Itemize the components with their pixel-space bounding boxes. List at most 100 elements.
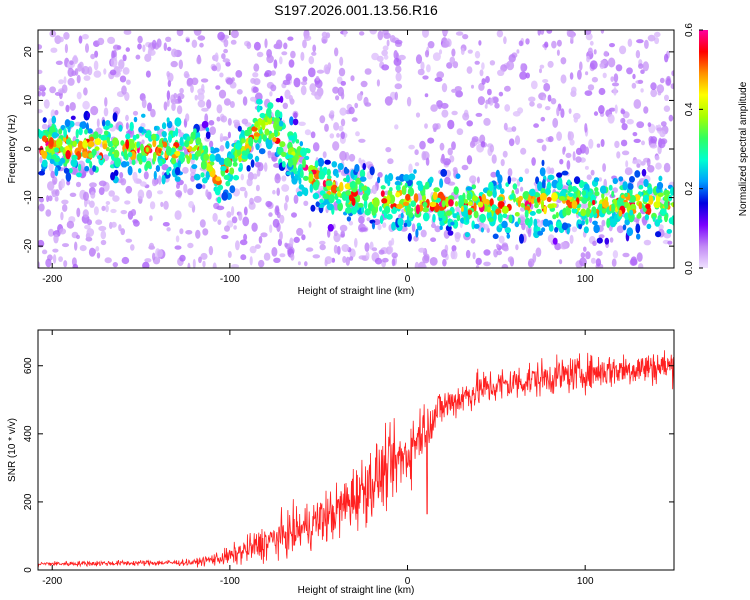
spectrogram-cell <box>560 74 567 84</box>
spectrogram-cell <box>70 158 78 168</box>
spectrogram-cell <box>432 52 441 61</box>
spectrogram-cell <box>666 229 672 234</box>
spectrogram-cell <box>492 96 499 104</box>
spectrogram-cell <box>559 241 568 250</box>
spectrogram-cell <box>616 197 624 207</box>
spectrogram-cell <box>402 174 410 182</box>
spectrogram-cell <box>271 247 278 257</box>
spectrogram-cell <box>452 219 459 229</box>
spectrogram-cell <box>137 35 143 44</box>
spectrogram-cell <box>215 176 221 182</box>
spectrogram-cell <box>422 201 428 208</box>
spectrogram-cell <box>414 261 420 268</box>
spectrogram-cell <box>83 75 91 81</box>
spectrogram-cell <box>221 53 226 60</box>
spectrogram-cell <box>62 243 69 248</box>
spectrogram-cell <box>74 241 78 251</box>
spectrogram-cell <box>287 154 294 159</box>
spectrogram-cell <box>202 184 206 189</box>
spectrogram-cell <box>440 168 448 177</box>
spectrogram-cell <box>493 212 497 222</box>
spectrogram-cell <box>467 209 473 216</box>
spectrogram-cell <box>165 36 172 42</box>
spectrogram-cell <box>493 248 498 258</box>
spectrogram-cell <box>561 170 569 176</box>
spectrogram-cell <box>109 123 113 128</box>
spectrogram-cell <box>279 253 286 258</box>
spectrogram-cell <box>332 141 340 151</box>
spectrogram-cell <box>183 71 190 79</box>
spectrogram-cell <box>195 150 202 157</box>
spectrogram-cell <box>631 82 637 89</box>
spectrogram-cell <box>660 121 667 127</box>
spectrogram-cell <box>252 86 259 93</box>
spectrogram-cell <box>656 218 663 223</box>
spectrogram-cell <box>287 36 294 41</box>
spectrogram-cell <box>59 36 64 43</box>
spectrogram-cell <box>647 34 656 42</box>
spectrogram-cell <box>380 185 386 190</box>
spectrogram-cell <box>466 186 473 191</box>
spectrogram-cell <box>484 104 488 109</box>
spectrogram-cell <box>636 39 644 44</box>
spectrogram-cell <box>440 156 446 164</box>
spectrogram-cell <box>201 107 209 112</box>
spectrogram-cell <box>423 212 430 222</box>
spectrogram-cell <box>395 192 401 198</box>
spectrogram-cell <box>48 195 53 202</box>
spectrogram-cell <box>384 96 393 106</box>
spectrogram-cell <box>520 186 524 192</box>
spectrogram-cell <box>422 255 430 264</box>
spectrogram-cell <box>590 169 595 176</box>
spectrogram-cell <box>551 192 558 202</box>
spectrogram-cell <box>612 187 618 193</box>
spectrogram-cell <box>502 150 508 158</box>
snr-y-tick-label: 0 <box>23 567 34 573</box>
spectrogram-cell <box>318 203 325 208</box>
spectrogram-cell <box>319 240 326 245</box>
spectrogram-cell <box>76 172 82 178</box>
spectrogram-cell <box>653 201 661 209</box>
spectrogram-cell <box>110 57 118 68</box>
spectrogram-cell <box>141 139 145 145</box>
spectrogram-cell <box>151 39 157 49</box>
spectrogram-cell <box>366 217 371 222</box>
spectrogram-cell <box>656 182 664 190</box>
spectrogram-cell <box>308 56 315 65</box>
spectrogram-cell <box>338 67 346 77</box>
spectrogram-cell <box>616 225 625 234</box>
spectrogram-cell <box>372 222 375 230</box>
spectrogram-cell <box>223 38 229 48</box>
spectrogram-cell <box>265 200 273 208</box>
spectrogram-cell <box>138 168 142 174</box>
spectrogram-cell <box>221 234 229 240</box>
spectrogram-cell <box>206 165 214 172</box>
spectrogram-cell <box>249 256 253 266</box>
spectrogram-cell <box>49 86 56 94</box>
spectrogram-cell <box>330 184 338 194</box>
spectrogram-cell <box>118 59 125 70</box>
spectrogram-cell <box>67 126 71 133</box>
spectrogram-cell <box>516 49 520 54</box>
spectrogram-cell <box>556 131 562 141</box>
spectrogram-cell <box>201 83 205 92</box>
spectrogram-cell <box>408 163 413 174</box>
spectrogram-cell <box>48 162 54 172</box>
spectrogram-cell <box>227 159 232 168</box>
spectrogram-cell <box>62 148 66 155</box>
spectrogram-cell <box>622 181 628 191</box>
spectrogram-cell <box>322 193 330 200</box>
spectrogram-cell <box>345 174 350 183</box>
spectrogram-cell <box>139 181 147 187</box>
snr-y-tick-label: 400 <box>23 425 34 442</box>
spectrogram-cell <box>632 132 638 137</box>
spectrogram-cell <box>439 178 444 189</box>
spectrogram-cell <box>239 162 243 168</box>
spectrogram-cell <box>517 217 521 225</box>
spectrogram-cell <box>497 196 504 201</box>
spectrogram-cell <box>138 126 144 133</box>
spectrogram-cell <box>550 167 555 175</box>
spectrogram-cell <box>58 160 63 167</box>
spectrogram-cell <box>442 215 446 222</box>
spectrogram-cell <box>391 258 396 267</box>
